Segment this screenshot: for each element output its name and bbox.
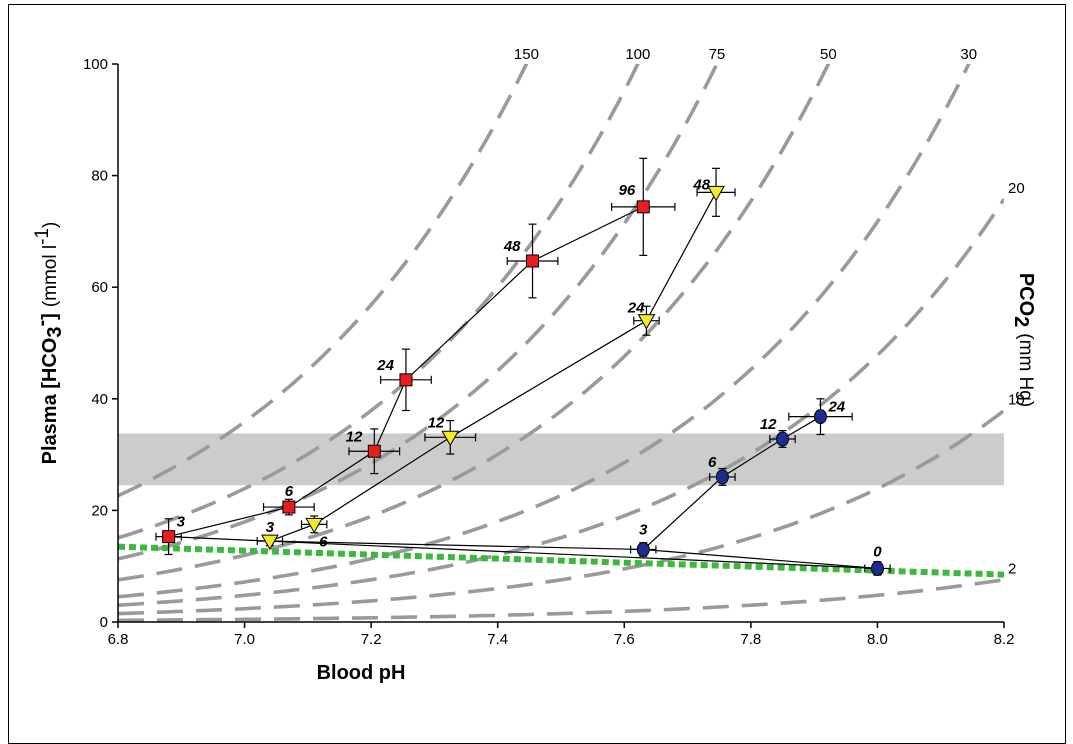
point-triangle [441, 430, 460, 447]
right-axis-unit: (mm Hg) [1015, 333, 1036, 407]
y-axis-title-sup: - [31, 320, 53, 327]
x-tick-label: 8.0 [867, 631, 888, 648]
point-label: 3 [266, 519, 275, 536]
y-axis-title: Plasma [HCO3-] (mmol l-1) [31, 222, 66, 465]
connection-line [168, 206, 644, 538]
x-tick-label: 7.2 [361, 631, 382, 648]
point-circle [813, 409, 827, 425]
point-label: 48 [503, 238, 521, 255]
isopleth-label: 100 [625, 46, 650, 63]
right-axis-title: PCO2 (mm Hg) [1010, 273, 1037, 407]
buffer-line [117, 543, 1005, 578]
x-tick-label: 7.6 [614, 631, 635, 648]
y-tick-label: 100 [83, 56, 108, 73]
point-triangle [637, 314, 656, 330]
point-circle [776, 431, 789, 447]
y-axis-title-close: ] [39, 313, 61, 320]
isopleth-label: 50 [820, 46, 837, 63]
point-label: 24 [376, 357, 394, 374]
isopleth-75 [118, 64, 719, 561]
isopleth-label: 75 [709, 46, 726, 63]
x-tick-label: 7.8 [740, 631, 761, 648]
y-tick-label: 20 [91, 502, 108, 519]
y-axis-unit-sup: -1 [32, 228, 53, 245]
y-axis-title-main: Plasma [HCO [39, 338, 61, 465]
isopleth-20 [118, 198, 1004, 607]
x-tick-label: 8.2 [994, 631, 1015, 648]
point-circle [870, 560, 884, 576]
point-square [367, 444, 381, 458]
chart-frame [8, 4, 1066, 744]
point-label: 24 [627, 300, 645, 317]
data-points [162, 185, 884, 576]
point-label: 96 [619, 182, 636, 199]
isopleth-10 [118, 409, 1004, 616]
point-label: 3 [639, 521, 648, 538]
y-tick-label: 60 [91, 279, 108, 296]
isopleth-label: 20 [1008, 180, 1025, 197]
point-labels: 3 6 12 24 48 96 3 6 12 24 48 0 3 6 12 24 [177, 176, 883, 560]
point-triangle [707, 185, 725, 202]
point-square [636, 200, 650, 214]
point-label: 12 [346, 428, 363, 445]
isopleth-50 [118, 64, 831, 582]
isopleth-label: 2 [1008, 561, 1016, 578]
isopleth-label: 150 [514, 46, 539, 63]
point-label: 24 [827, 399, 845, 416]
connection-line [643, 548, 878, 569]
point-circle [715, 469, 729, 485]
x-ticks: 6.8 7.0 7.2 7.4 7.6 7.8 8.0 8.2 [108, 622, 1015, 648]
point-square [162, 530, 176, 544]
pco2-isopleths [118, 64, 1004, 622]
point-label: 6 [708, 454, 717, 471]
point-circle [636, 541, 650, 557]
point-square [282, 500, 296, 514]
isopleth-2 [118, 577, 1004, 622]
right-axis-title-sub: 2 [1010, 316, 1032, 327]
point-label: 6 [319, 533, 328, 550]
connection-line [269, 192, 717, 542]
isopleth-label: 10 [1008, 392, 1025, 409]
right-axis-title-main: PCO [1015, 273, 1037, 316]
y-axis-unit-close: ) [40, 222, 61, 228]
connection-line [269, 540, 644, 551]
connection-line [642, 416, 821, 550]
isopleth-30 [118, 64, 971, 599]
isopleth-label: 30 [960, 46, 977, 63]
point-label: 12 [760, 416, 777, 433]
point-label: 48 [692, 176, 710, 193]
isopleth-100 [118, 64, 640, 540]
normal-range-band [118, 433, 1004, 486]
x-tick-label: 7.0 [234, 631, 255, 648]
point-label: 3 [177, 514, 186, 531]
x-tick-label: 6.8 [108, 631, 129, 648]
x-tick-label: 7.4 [487, 631, 508, 648]
point-square [526, 254, 540, 268]
isopleth-150 [118, 64, 529, 498]
y-tick-label: 40 [91, 391, 108, 408]
point-label: 12 [428, 414, 445, 431]
point-label: 6 [285, 483, 294, 500]
y-axis-unit: (mmol l [40, 245, 61, 307]
point-label: 0 [873, 543, 882, 560]
point-triangle [305, 517, 324, 534]
x-axis-title: Blood pH [317, 662, 406, 684]
y-axis-title-sub: 3 [44, 327, 66, 338]
y-tick-label: 80 [91, 168, 108, 185]
y-tick-label: 0 [100, 614, 108, 631]
point-square [399, 373, 413, 387]
y-ticks: 0 20 40 60 80 100 [83, 56, 118, 631]
point-triangle [261, 534, 279, 551]
